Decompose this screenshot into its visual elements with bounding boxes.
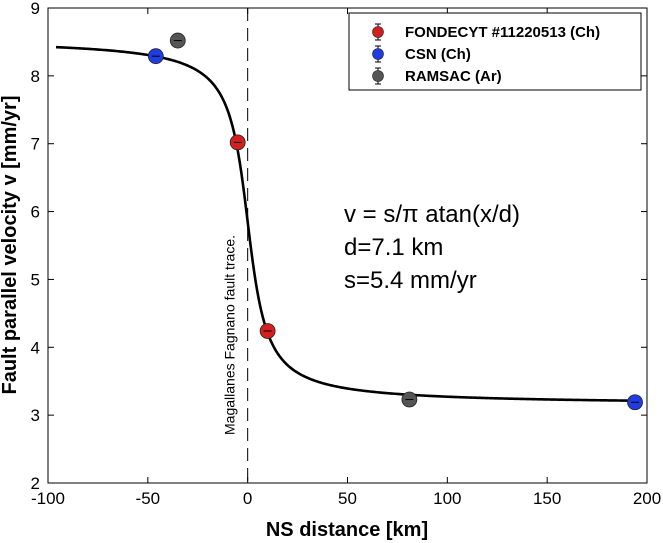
- legend-label: FONDECYT #11220513 (Ch): [405, 24, 600, 41]
- legend-label: RAMSAC (Ar): [405, 68, 502, 85]
- legend-marker: [372, 70, 384, 82]
- y-tick-label: 8: [31, 67, 40, 86]
- legend: FONDECYT #11220513 (Ch) CSN (Ch) RAMSAC (A…: [348, 12, 642, 91]
- legend-label: CSN (Ch): [405, 46, 471, 63]
- points-layer: [147, 32, 643, 411]
- y-tick-label: 4: [31, 338, 40, 357]
- legend-box: [348, 12, 642, 91]
- legend-marker: [372, 26, 384, 38]
- y-tick-label: 9: [31, 0, 40, 18]
- x-tick-label: -50: [136, 489, 161, 508]
- annotation-line: d=7.1 km: [344, 234, 443, 261]
- y-axis-title: Fault parallel velocity v [mm/yr]: [0, 96, 21, 395]
- x-tick-label: 150: [533, 489, 561, 508]
- x-tick-label: 0: [243, 489, 252, 508]
- y-tick-label: 3: [31, 406, 40, 425]
- y-tick-label: 6: [31, 203, 40, 222]
- y-tick-label: 5: [31, 270, 40, 289]
- annotation-line: s=5.4 mm/yr: [344, 267, 477, 294]
- x-tick-label: 100: [433, 489, 461, 508]
- y-tick-label: 2: [31, 474, 40, 493]
- x-tick-label: 50: [338, 489, 357, 508]
- x-tick-label: -100: [31, 489, 65, 508]
- x-tick-label: 200: [633, 489, 661, 508]
- fault-layer: Magallanes Fagnano fault trace.: [222, 8, 249, 483]
- ticks-layer: -100 -50 0 50 100 150 200 2 3 4 5 6 7 8 9: [31, 0, 662, 508]
- annotation-group: v = s/π atan(x/d) d=7.1 km s=5.4 mm/yr: [344, 201, 520, 294]
- fault-line-label: Magallanes Fagnano fault trace.: [222, 235, 238, 435]
- annotation-line: v = s/π atan(x/d): [344, 201, 520, 228]
- legend-marker: [372, 48, 384, 60]
- x-axis-title: NS distance [km]: [266, 519, 428, 541]
- y-tick-label: 7: [31, 135, 40, 154]
